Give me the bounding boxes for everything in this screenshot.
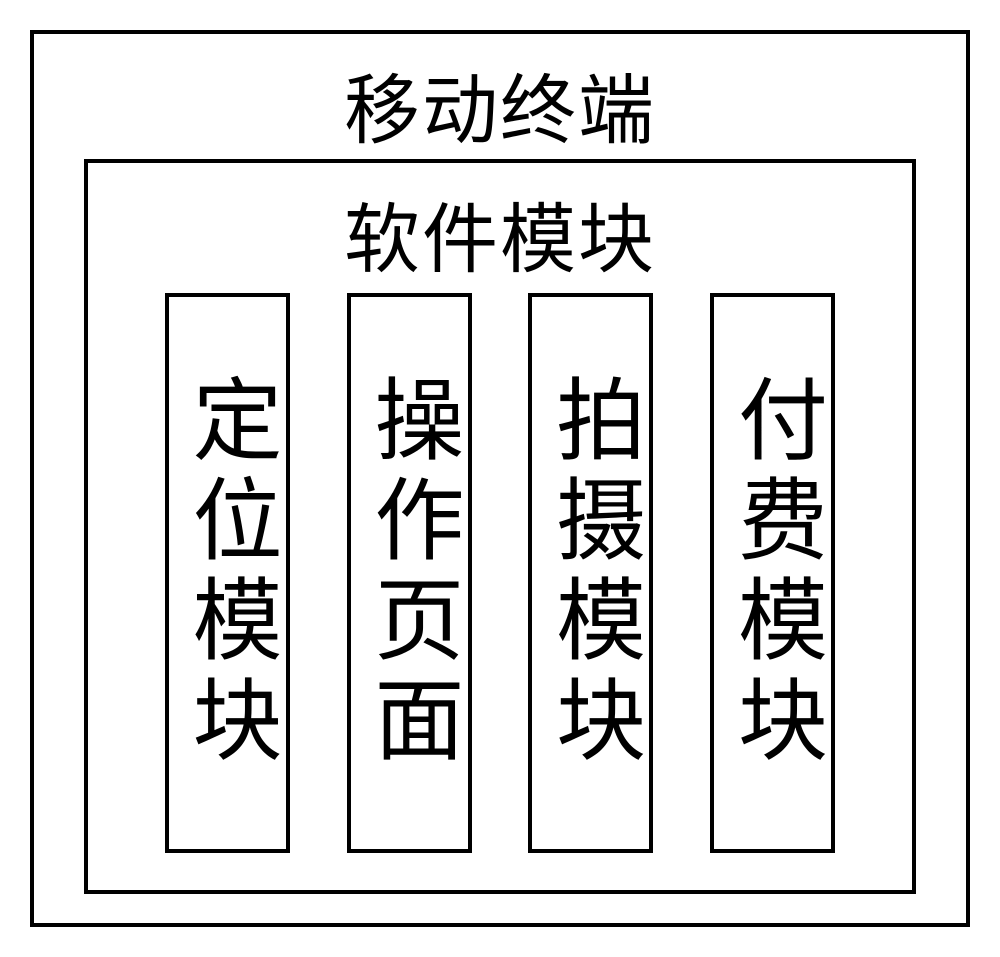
- module-label: 操作页面: [344, 373, 475, 773]
- module-box: 付费模块: [710, 293, 835, 853]
- module-label: 拍摄模块: [526, 373, 657, 773]
- outer-container: 移动终端 软件模块 定位模块 操作页面 拍摄模块 付费模块: [30, 30, 970, 927]
- middle-title: 软件模块: [88, 163, 912, 298]
- module-label: 定位模块: [162, 373, 293, 773]
- module-box: 操作页面: [347, 293, 472, 853]
- module-box: 拍摄模块: [528, 293, 653, 853]
- module-box: 定位模块: [165, 293, 290, 853]
- outer-title: 移动终端: [34, 34, 966, 169]
- middle-container: 软件模块 定位模块 操作页面 拍摄模块 付费模块: [84, 159, 916, 894]
- modules-row: 定位模块 操作页面 拍摄模块 付费模块: [88, 293, 912, 868]
- module-label: 付费模块: [707, 373, 838, 773]
